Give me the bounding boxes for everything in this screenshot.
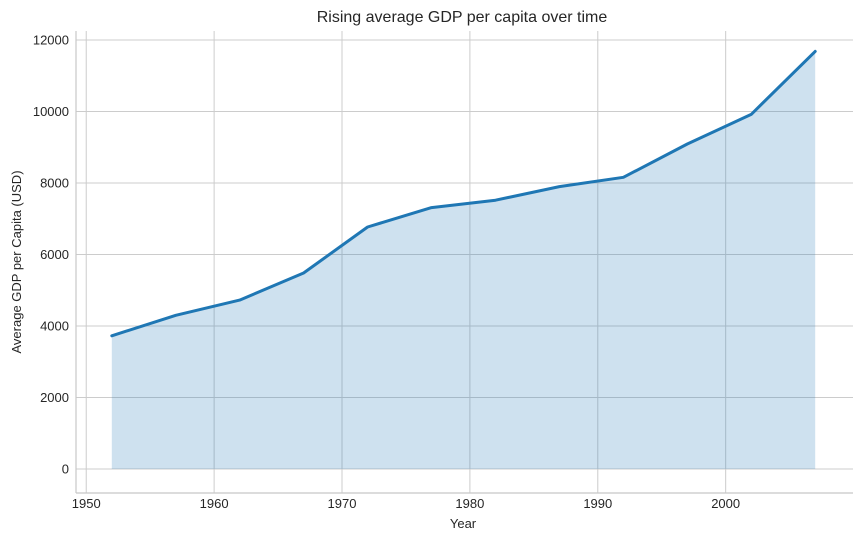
y-axis-label: Average GDP per Capita (USD) [9, 170, 24, 353]
axes-spines [75, 31, 853, 494]
x-tick-label: 1980 [455, 496, 484, 511]
x-tick-label: 2000 [711, 496, 740, 511]
y-tick-label: 10000 [33, 104, 69, 119]
grid [76, 31, 853, 493]
x-tick-labels: 1950 1960 1970 1980 1990 2000 [72, 496, 740, 511]
x-axis-label: Year [450, 516, 477, 531]
area-fill [111, 51, 816, 470]
y-tick-label: 6000 [40, 247, 69, 262]
x-tick-label: 1950 [72, 496, 101, 511]
chart-title: Rising average GDP per capita over time [317, 9, 608, 26]
y-tick-labels: 0 2000 4000 6000 8000 10000 12000 [33, 33, 69, 477]
y-tick-label: 2000 [40, 390, 69, 405]
y-tick-label: 8000 [40, 176, 69, 191]
gdp-line [110, 49, 817, 338]
y-tick-label: 12000 [33, 33, 69, 48]
x-tick-label: 1960 [200, 496, 229, 511]
x-tick-label: 1990 [583, 496, 612, 511]
y-tick-label: 4000 [40, 319, 69, 334]
y-tick-label: 0 [62, 462, 69, 477]
x-tick-label: 1970 [328, 496, 357, 511]
